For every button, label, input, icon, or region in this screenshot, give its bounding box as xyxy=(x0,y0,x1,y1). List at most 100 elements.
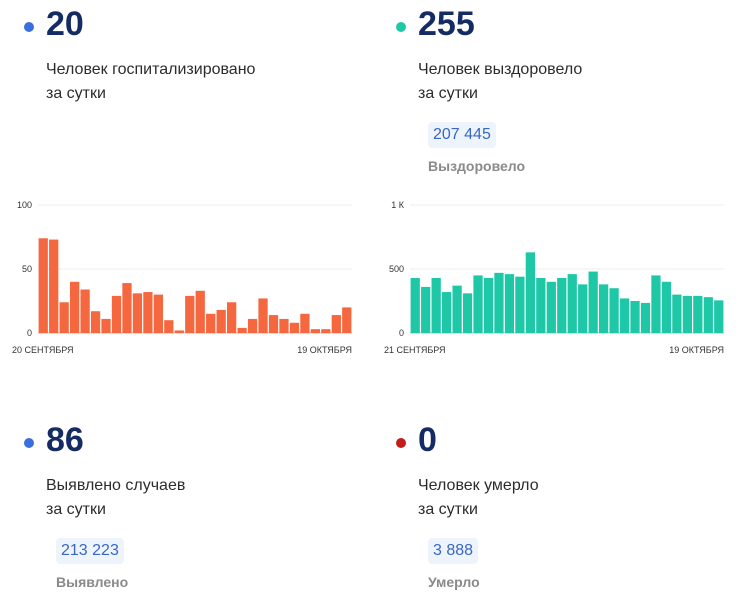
recovered-description: Человек выздоровело за сутки xyxy=(418,58,718,106)
bar xyxy=(442,292,452,333)
y-tick-label: 100 xyxy=(17,200,32,210)
bar xyxy=(588,271,598,333)
cases-total: 213 223 xyxy=(56,538,124,564)
bar xyxy=(640,302,651,333)
bar xyxy=(143,292,153,333)
hospitalized-description: Человек госпитализировано за сутки xyxy=(46,58,346,106)
deaths-dot xyxy=(396,438,406,448)
bar xyxy=(132,293,143,333)
bar xyxy=(111,295,122,333)
bar xyxy=(661,281,672,333)
recovered-value: 255 xyxy=(418,5,475,43)
bar xyxy=(609,288,619,333)
bar xyxy=(504,274,515,333)
bar xyxy=(310,329,320,333)
deaths-description: Человек умерло за сутки xyxy=(418,474,718,522)
bar xyxy=(410,277,420,333)
cases-value: 86 xyxy=(46,421,84,459)
deaths-desc-line2: за сутки xyxy=(418,501,478,518)
y-tick-label: 50 xyxy=(22,264,32,274)
recovered-dot xyxy=(396,22,406,32)
y-tick-label: 1 К xyxy=(391,200,405,210)
bar xyxy=(578,284,588,333)
bar xyxy=(174,330,184,333)
bar xyxy=(525,252,535,333)
deaths-total-label: Умерло xyxy=(428,574,480,590)
bar xyxy=(515,276,525,333)
bar xyxy=(452,285,462,333)
bar xyxy=(321,329,331,333)
bar xyxy=(38,238,48,333)
bar xyxy=(421,286,431,333)
recovered-desc-line1: Человек выздоровело xyxy=(418,61,583,78)
bar xyxy=(536,277,546,333)
deaths-total: 3 888 xyxy=(428,538,479,564)
bar xyxy=(342,307,352,333)
cases-desc-line1: Выявлено случаев xyxy=(46,477,186,494)
hospitalized-dot xyxy=(24,22,34,32)
bar xyxy=(300,313,310,333)
bar xyxy=(206,313,216,333)
bar xyxy=(279,318,289,333)
bar xyxy=(672,294,682,333)
cases-description: Выявлено случаев за сутки xyxy=(46,474,346,522)
cases-total-label: Выявлено xyxy=(56,574,129,590)
y-tick-label: 500 xyxy=(389,264,404,274)
recovered-total: 207 445 xyxy=(428,122,496,148)
x-end-label: 19 ОКТЯБРЯ xyxy=(297,345,352,355)
x-end-label: 19 ОКТЯБРЯ xyxy=(669,345,724,355)
y-tick-label: 0 xyxy=(399,328,404,338)
bar xyxy=(195,290,205,333)
bar xyxy=(462,293,473,333)
hospitalized-card: 20 Человек госпитализировано за сутки xyxy=(24,5,374,360)
bar xyxy=(247,318,258,333)
deaths-desc-line1: Человек умерло xyxy=(418,477,539,494)
bar xyxy=(483,277,494,333)
bar xyxy=(268,315,279,333)
bar xyxy=(216,309,226,333)
recovered-total-label: Выздоровело xyxy=(428,158,526,174)
x-start-label: 21 СЕНТЯБРЯ xyxy=(384,345,446,355)
bar xyxy=(49,239,59,333)
x-start-label: 20 СЕНТЯБРЯ xyxy=(12,345,74,355)
bar xyxy=(630,301,640,333)
bar xyxy=(651,275,661,333)
bar xyxy=(703,297,713,333)
bar xyxy=(164,320,174,333)
y-tick-label: 0 xyxy=(27,328,32,338)
bar xyxy=(431,277,441,333)
recovered-card: 255 Человек выздоровело за сутки 207 445… xyxy=(396,5,746,360)
bar xyxy=(289,322,300,333)
bar xyxy=(258,298,268,333)
bar xyxy=(599,284,609,333)
hospitalized-desc-line1: Человек госпитализировано xyxy=(46,61,256,78)
cases-dot xyxy=(24,438,34,448)
hospitalized-value: 20 xyxy=(46,5,84,43)
recovered-chart: 1 К 500 0 21 СЕНТЯБРЯ 19 ОКТЯБРЯ xyxy=(384,200,724,355)
bar xyxy=(557,277,567,333)
cases-card: 86 Выявлено случаев за сутки 213 223 Выя… xyxy=(24,421,374,596)
bar xyxy=(682,295,692,333)
bar xyxy=(90,311,101,333)
bar xyxy=(331,315,341,333)
bar xyxy=(59,302,69,333)
bar xyxy=(101,318,111,333)
hospitalized-chart: 100 50 0 20 СЕНТЯБРЯ 19 ОКТЯБРЯ xyxy=(12,200,352,355)
bar xyxy=(714,300,724,333)
bar xyxy=(693,295,703,333)
bar xyxy=(619,298,630,333)
recovered-desc-line2: за сутки xyxy=(418,85,478,102)
bar xyxy=(70,281,80,333)
bar xyxy=(122,283,132,333)
bar xyxy=(237,327,247,333)
bar xyxy=(473,275,483,333)
bar xyxy=(80,289,90,333)
bar xyxy=(153,294,163,333)
bar xyxy=(546,281,556,333)
bar xyxy=(494,272,504,333)
deaths-card: 0 Человек умерло за сутки 3 888 Умерло xyxy=(396,421,746,596)
bar xyxy=(185,295,195,333)
deaths-value: 0 xyxy=(418,421,437,459)
cases-desc-line2: за сутки xyxy=(46,501,106,518)
hospitalized-desc-line2: за сутки xyxy=(46,85,106,102)
